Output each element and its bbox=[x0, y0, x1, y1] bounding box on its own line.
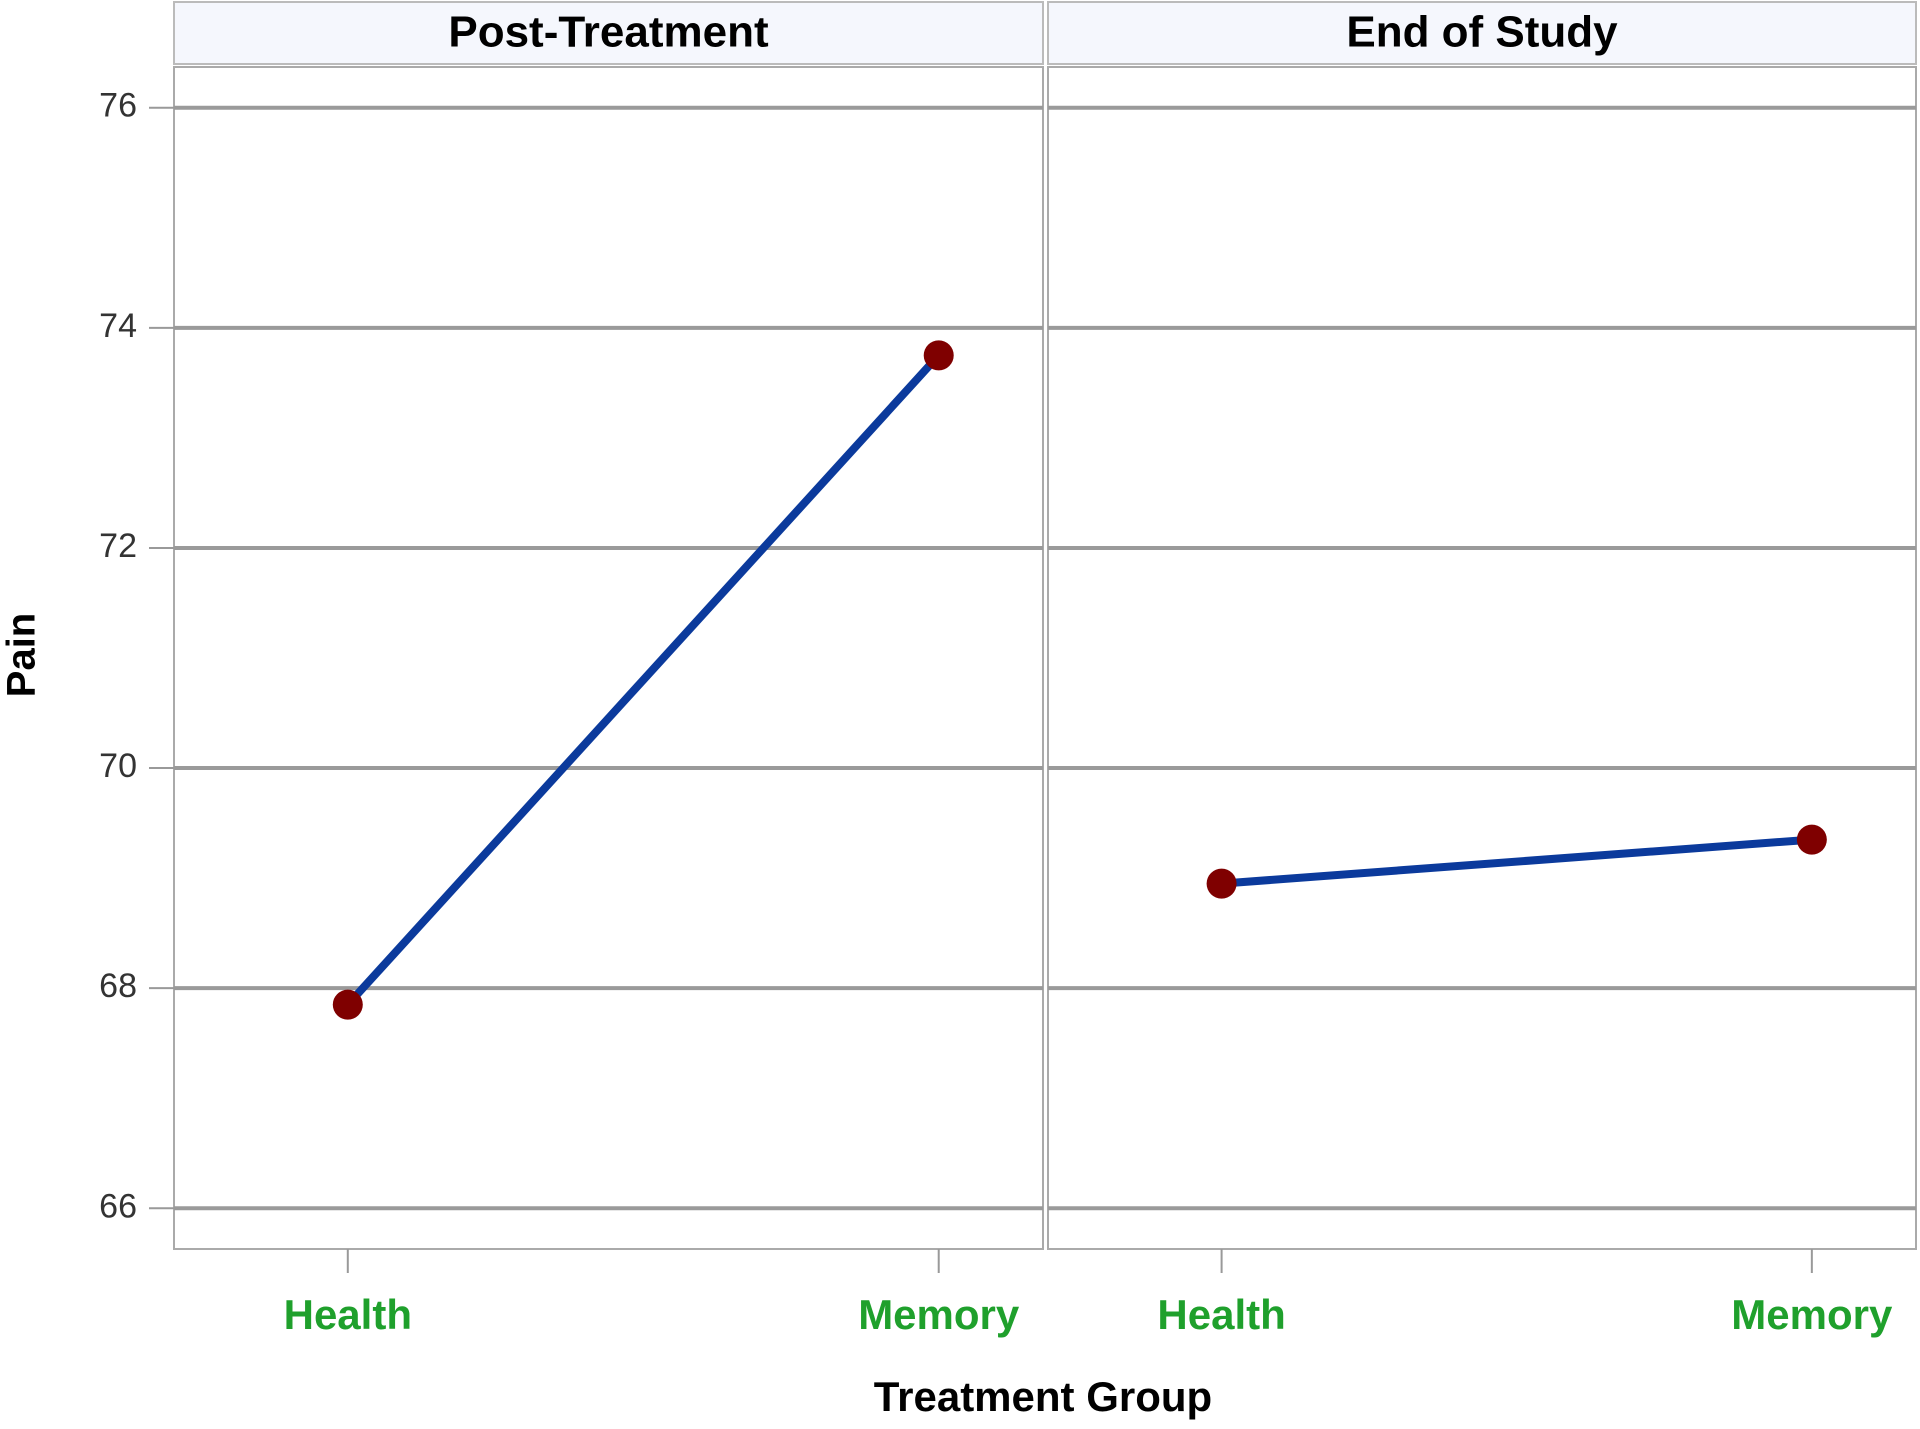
line bbox=[344, 352, 942, 1008]
y-axis-label: Pain bbox=[0, 613, 44, 697]
marker bbox=[1206, 868, 1237, 899]
panel-header bbox=[173, 1, 1044, 65]
x-tick-label: Health bbox=[284, 1291, 412, 1338]
panel-title: Post-Treatment bbox=[448, 8, 769, 57]
line bbox=[1221, 835, 1813, 888]
y-tick-label: 72 bbox=[99, 527, 137, 565]
marker bbox=[923, 340, 954, 371]
plot-area bbox=[1047, 66, 1917, 1250]
plot-area bbox=[173, 66, 1044, 1250]
y-tick-label: 66 bbox=[99, 1187, 137, 1225]
panel-title: End of Study bbox=[1346, 8, 1618, 57]
x-tick-label: Health bbox=[1157, 1291, 1285, 1338]
y-tick-label: 68 bbox=[99, 967, 137, 1005]
y-tick-label: 74 bbox=[99, 307, 137, 345]
y-tick-label: 70 bbox=[99, 747, 137, 785]
x-tick-label: Memory bbox=[858, 1291, 1020, 1338]
x-tick-label: Memory bbox=[1731, 1291, 1893, 1338]
y-tick-label: 76 bbox=[99, 87, 137, 125]
marker bbox=[1796, 824, 1827, 855]
marker bbox=[332, 989, 363, 1020]
x-axis-label: Treatment Group bbox=[874, 1373, 1212, 1420]
panel-header bbox=[1047, 1, 1917, 65]
